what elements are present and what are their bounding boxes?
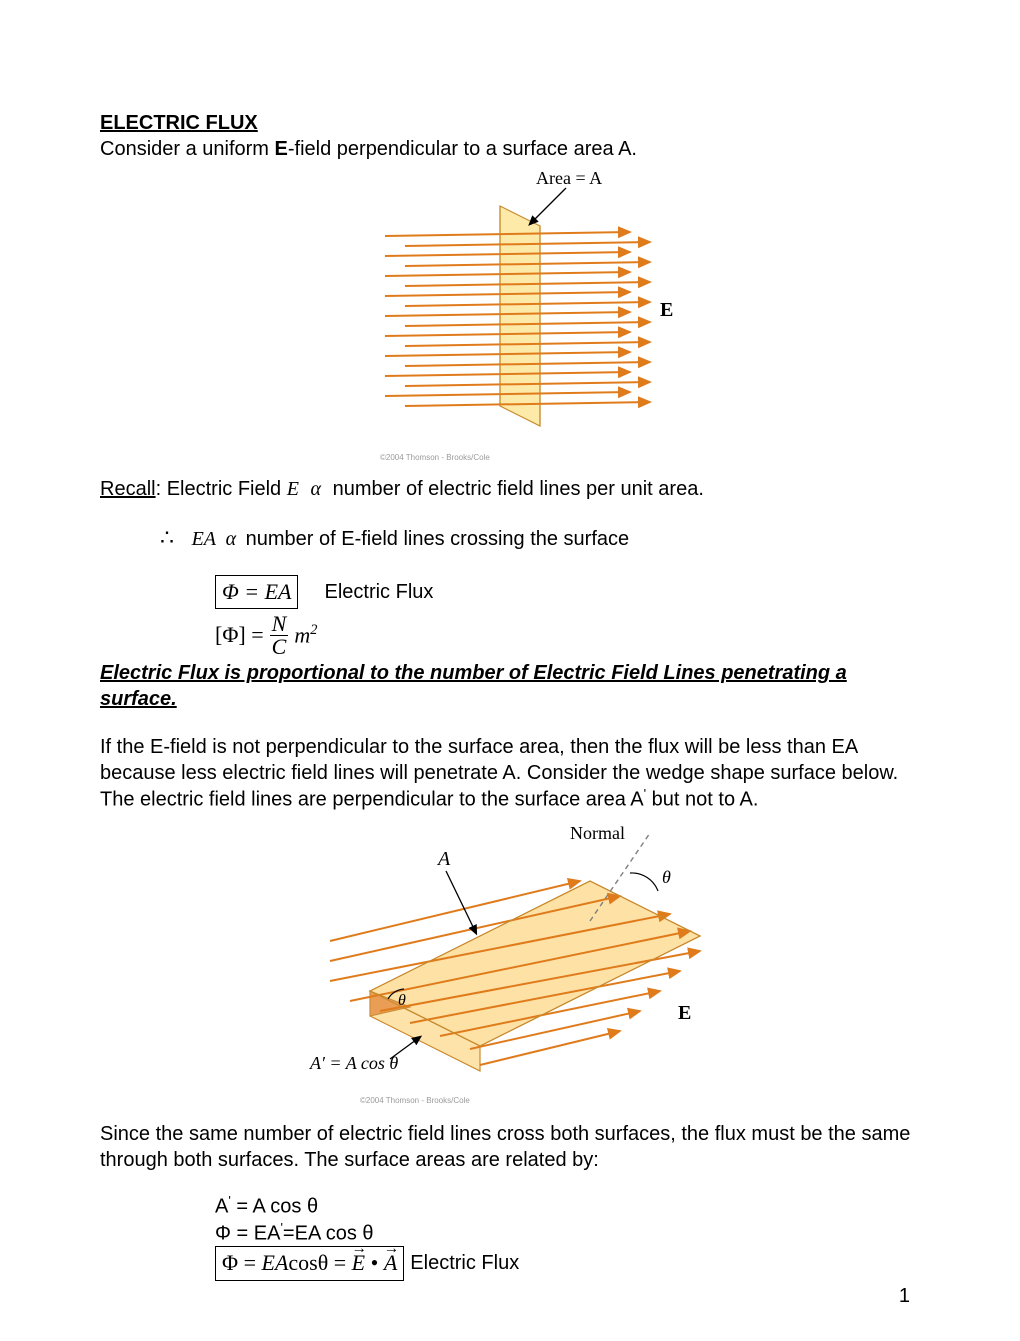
svg-text:θ: θ bbox=[398, 992, 406, 1009]
eq-units-right: m2 bbox=[294, 621, 317, 650]
therefore-line: ∴ EA α number of E-field lines crossing … bbox=[160, 524, 920, 553]
eq-units: [Φ] = N C m2 bbox=[215, 613, 920, 658]
eq-label-1: Electric Flux bbox=[324, 579, 433, 605]
recall-alpha: α bbox=[311, 478, 322, 500]
eq-boxed-1: Φ = EA bbox=[215, 575, 298, 610]
svg-text:θ: θ bbox=[662, 867, 671, 887]
line2-post: number of E-field lines crossing the sur… bbox=[246, 528, 630, 550]
svg-text:©2004 Thomson - Brooks/Cole: ©2004 Thomson - Brooks/Cole bbox=[380, 453, 490, 462]
equation-block-1: Φ = EA Electric Flux [Φ] = N C m2 bbox=[215, 575, 920, 659]
recall-label: Recall bbox=[100, 478, 156, 500]
eq-units-top: N bbox=[270, 613, 289, 636]
document-page: ELECTRIC FLUX Consider a uniform E-field… bbox=[0, 0, 1020, 1341]
figure-2: Normal θ θ A E A′ = A cos θ ©2004 Thomson - Br… bbox=[270, 821, 750, 1111]
eq-3b: Φ = EA'=EA cos θ bbox=[215, 1220, 920, 1247]
figure-1-wrap: Area = A E ©2004 Thomson - Brooks/Cole bbox=[100, 166, 920, 466]
title: ELECTRIC FLUX bbox=[100, 110, 920, 136]
eq-boxed-2: Φ = EAcosθ = E • A bbox=[215, 1246, 404, 1281]
paragraph-2: If the E-field is not perpendicular to t… bbox=[100, 734, 920, 813]
eq-3c-label: Electric Flux bbox=[410, 1250, 519, 1276]
svg-text:©2004 Thomson - Brooks/Cole: ©2004 Thomson - Brooks/Cole bbox=[360, 1096, 470, 1105]
intro-pre: Consider a uniform bbox=[100, 138, 275, 160]
svg-text:A: A bbox=[436, 848, 451, 870]
page-number: 1 bbox=[899, 1283, 910, 1309]
eq-3c-row: Φ = EAcosθ = E • A Electric Flux bbox=[215, 1246, 920, 1281]
intro-line: Consider a uniform E-field perpendicular… bbox=[100, 136, 920, 162]
eq-units-left: [Φ] = bbox=[215, 621, 264, 650]
flux-statement: Electric Flux is proportional to the num… bbox=[100, 660, 920, 712]
recall-line: Recall: Electric Field E α number of ele… bbox=[100, 476, 920, 502]
svg-text:Normal: Normal bbox=[570, 823, 625, 843]
therefore-symbol: ∴ bbox=[160, 525, 174, 550]
svg-text:Area = A: Area = A bbox=[536, 168, 602, 188]
recall-post: number of electric field lines per unit … bbox=[333, 478, 704, 500]
intro-post: -field perpendicular to a surface area A… bbox=[288, 138, 637, 160]
figure-1: Area = A E ©2004 Thomson - Brooks/Cole bbox=[330, 166, 690, 466]
svg-text:A′ = A cos θ: A′ = A cos θ bbox=[309, 1053, 398, 1073]
paragraph-3: Since the same number of electric field … bbox=[100, 1121, 920, 1173]
svg-text:E: E bbox=[678, 1002, 691, 1024]
eq-3a: A' = A cos θ bbox=[215, 1193, 920, 1220]
eq-units-bot: C bbox=[270, 636, 289, 658]
recall-E: E bbox=[287, 478, 299, 500]
intro-E: E bbox=[275, 138, 288, 160]
line2-EA: EA bbox=[192, 528, 216, 550]
recall-pre: : Electric Field bbox=[156, 478, 287, 500]
line2-alpha: α bbox=[226, 528, 237, 550]
equation-block-2: A' = A cos θ Φ = EA'=EA cos θ Φ = EAcosθ… bbox=[215, 1193, 920, 1281]
svg-text:E: E bbox=[660, 299, 673, 321]
figure-2-wrap: Normal θ θ A E A′ = A cos θ ©2004 Thomson - Br… bbox=[100, 821, 920, 1111]
